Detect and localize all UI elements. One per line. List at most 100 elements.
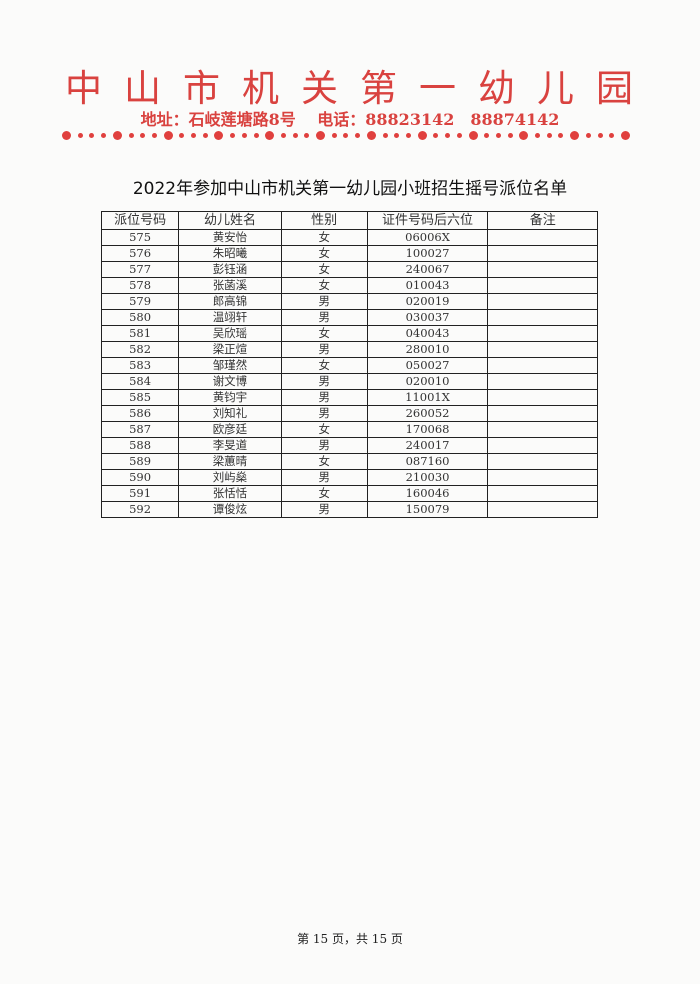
dot-large [519,130,529,140]
cell-remarks [487,389,598,406]
dot-small [495,132,501,138]
cell-remarks [487,229,598,246]
cell-id-last-six: 150079 [366,501,489,518]
cell-gender: 男 [280,501,368,518]
cell-id-last-six: 050027 [366,357,489,374]
dot-small [241,132,247,138]
cell-remarks [487,245,598,262]
dot-large [265,130,275,140]
dot-large [62,130,71,140]
cell-id-last-six: 06006X [366,229,489,246]
cell-remarks [487,325,598,342]
dot-small [343,132,349,138]
table-row: 591 张恬恬女 160046 [100,485,598,502]
cell-lottery-number: 580 [100,309,180,326]
dot-small [230,132,236,138]
cell-gender: 女 [280,245,368,262]
cell-lottery-number: 586 [100,405,180,422]
letterhead-contact: 地址：石岐莲塘路8号 电话：88823142 88874142 [0,106,700,130]
table-row: 586 刘知礼男 260052 [100,405,598,422]
dot-small [253,132,259,138]
table-row: 587 欧彦廷女 170068 [100,421,598,438]
cell-gender: 男 [280,293,368,310]
cell-id-last-six: 240017 [366,437,489,454]
table-row: 581 吴欣瑶女 040043 [100,325,598,342]
table-row: 588 李旻道男 240017 [100,437,598,454]
dot-large [112,130,122,140]
dot-small [484,132,490,138]
cell-id-last-six: 210030 [366,469,489,486]
cell-lottery-number: 584 [100,373,180,390]
dot-large [163,130,173,140]
cell-gender: 女 [280,229,368,246]
cell-remarks [487,293,598,310]
letterhead-phone: 电话：88823142 88874142 [317,110,560,129]
cell-remarks [487,373,598,390]
cell-lottery-number: 592 [100,501,180,518]
cell-id-last-six: 11001X [366,389,489,406]
cell-lottery-number: 575 [100,229,180,246]
cell-remarks [487,357,598,374]
table-row: 576 朱昭曦女 100027 [100,245,598,262]
cell-child-name: 梁蕙晴 [178,453,282,470]
cell-gender: 女 [280,325,368,342]
cell-child-name: 吴欣瑶 [178,325,282,342]
cell-remarks [487,453,598,470]
cell-child-name: 谭俊炫 [178,501,282,518]
letterhead-org-name: 中山市机关第一幼儿园 [65,67,655,110]
dot-small [609,132,615,138]
dot-small [280,132,286,138]
table-row: 590 刘屿燊男 210030 [100,469,598,486]
dot-small [507,132,513,138]
letterhead-dotted-divider [62,128,630,142]
cell-child-name: 李旻道 [178,437,282,454]
table-row: 585 黄钧宇男 11001X [100,389,598,406]
allocation-table: 派位号码 幼儿姓名 性别 证件号码后六位 备注 575 黄安怡女 06006X 576… [100,211,598,518]
page-footer: 第 15 页，共 15 页 [297,932,403,946]
dot-small [535,132,541,138]
table-row: 575 黄安怡女 06006X [100,229,598,246]
dot-small [101,132,107,138]
table-row: 589 梁蕙晴女 087160 [100,453,598,470]
dot-small [597,132,603,138]
cell-gender: 男 [280,469,368,486]
table-row: 582 梁正煊男 280010 [100,341,598,358]
cell-id-last-six: 170068 [366,421,489,438]
cell-gender: 女 [280,453,368,470]
dot-small [292,132,298,138]
cell-gender: 女 [280,261,368,278]
dot-small [77,132,83,138]
dot-large [366,130,376,140]
dot-small [585,132,591,138]
table-row: 584 谢文博男 020010 [100,373,598,390]
cell-child-name: 谢文博 [178,373,282,390]
cell-remarks [487,469,598,486]
header-id-last-six: 证件号码后六位 [366,211,489,230]
dot-large [316,130,326,140]
cell-gender: 男 [280,373,368,390]
cell-id-last-six: 010043 [366,277,489,294]
dot-small [405,132,411,138]
dot-large [214,130,224,140]
cell-lottery-number: 588 [100,437,180,454]
cell-gender: 女 [280,357,368,374]
table-header-row: 派位号码 幼儿姓名 性别 证件号码后六位 备注 [100,211,598,230]
dot-small [456,132,462,138]
cell-gender: 女 [280,277,368,294]
table-row: 577 彭钰涵女 240067 [100,261,598,278]
dot-large [570,130,580,140]
cell-lottery-number: 591 [100,485,180,502]
cell-lottery-number: 579 [100,293,180,310]
cell-remarks [487,421,598,438]
dot-small [331,132,337,138]
cell-remarks [487,277,598,294]
cell-child-name: 黄安怡 [178,229,282,246]
cell-child-name: 朱昭曦 [178,245,282,262]
header-remarks: 备注 [487,211,598,230]
cell-remarks [487,405,598,422]
cell-child-name: 黄钧宇 [178,389,282,406]
cell-lottery-number: 577 [100,261,180,278]
dot-small [382,132,388,138]
cell-lottery-number: 576 [100,245,180,262]
cell-id-last-six: 100027 [366,245,489,262]
